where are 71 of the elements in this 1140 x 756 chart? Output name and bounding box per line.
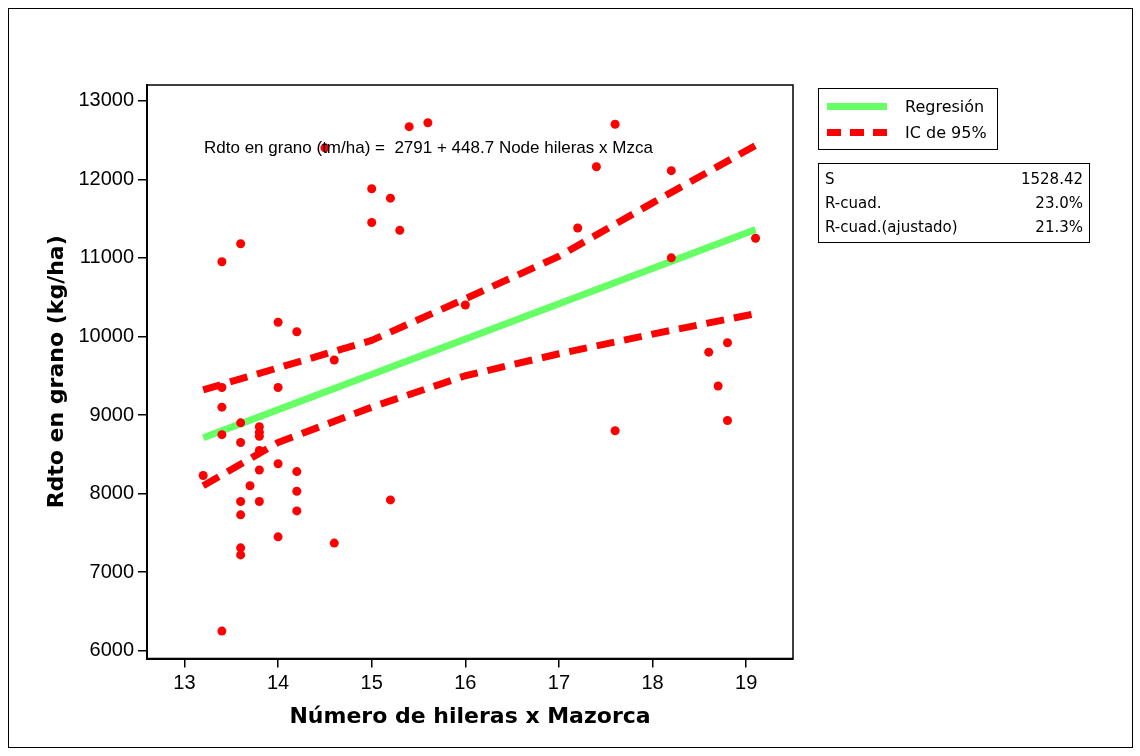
point bbox=[385, 495, 395, 505]
point bbox=[751, 233, 761, 243]
point bbox=[217, 383, 227, 393]
point bbox=[292, 327, 302, 337]
y-tick-label: 11000 bbox=[79, 245, 135, 268]
x-tick-label: 18 bbox=[641, 671, 664, 694]
point bbox=[722, 338, 732, 348]
y-tick-label: 10000 bbox=[78, 323, 135, 346]
point bbox=[236, 510, 246, 520]
text: R-cuad. bbox=[825, 194, 882, 212]
point bbox=[610, 119, 620, 129]
y-tick-label: 6000 bbox=[89, 638, 135, 661]
text: 23.0% bbox=[1035, 194, 1083, 212]
y-tick-label: 8000 bbox=[89, 481, 135, 504]
point bbox=[395, 225, 405, 235]
point bbox=[666, 253, 676, 263]
y-tick-label: 12000 bbox=[78, 166, 135, 189]
y-axis-title: Rdto en grano (kg/ha) bbox=[42, 235, 68, 509]
legend-label: IC de 95% bbox=[905, 122, 987, 142]
point bbox=[245, 481, 255, 491]
point bbox=[666, 166, 676, 176]
point bbox=[236, 550, 246, 560]
x-axis-title: Número de hileras x Mazorca bbox=[289, 702, 651, 728]
text: 1528.42 bbox=[1020, 170, 1083, 188]
annotation: Rdto en grano (tm/ha) = 2791 + 448.7 Node hileras x Mzca bbox=[204, 137, 654, 157]
point bbox=[367, 218, 377, 228]
point bbox=[254, 496, 264, 506]
y-tick-label: 9000 bbox=[89, 402, 135, 425]
point bbox=[236, 496, 246, 506]
point bbox=[273, 459, 283, 469]
point bbox=[217, 402, 227, 412]
x-tick-label: 17 bbox=[547, 671, 571, 694]
point bbox=[385, 193, 395, 203]
point bbox=[217, 430, 227, 440]
point bbox=[254, 465, 264, 475]
point bbox=[292, 467, 302, 477]
point bbox=[198, 471, 208, 481]
legend-label: Regresión bbox=[905, 96, 985, 116]
x-tick-label: 15 bbox=[360, 671, 383, 694]
point bbox=[236, 438, 246, 448]
point bbox=[713, 381, 723, 391]
point bbox=[404, 122, 414, 132]
point bbox=[273, 383, 283, 393]
point bbox=[217, 626, 227, 636]
text: S bbox=[825, 170, 835, 188]
point bbox=[273, 317, 283, 327]
x-tick-label: 16 bbox=[454, 671, 477, 694]
y-tick-label: 7000 bbox=[89, 559, 135, 582]
x-tick-label: 19 bbox=[735, 671, 758, 694]
point bbox=[236, 418, 246, 428]
point bbox=[217, 257, 227, 267]
point bbox=[236, 543, 246, 553]
text: 21.3% bbox=[1035, 218, 1083, 236]
point bbox=[329, 538, 339, 548]
point bbox=[460, 300, 470, 310]
point bbox=[236, 239, 246, 249]
point bbox=[704, 347, 714, 357]
point bbox=[367, 184, 377, 194]
point bbox=[292, 486, 302, 496]
point bbox=[591, 162, 601, 172]
x-tick-label: 13 bbox=[173, 671, 196, 694]
point bbox=[273, 532, 283, 542]
text: R-cuad.(ajustado) bbox=[825, 218, 958, 236]
point bbox=[423, 118, 433, 128]
x-tick-label: 14 bbox=[266, 671, 290, 694]
point bbox=[573, 223, 583, 233]
point bbox=[292, 506, 302, 516]
y-tick-label: 13000 bbox=[78, 88, 135, 111]
point bbox=[610, 426, 620, 436]
point bbox=[722, 416, 732, 426]
point bbox=[329, 355, 339, 365]
